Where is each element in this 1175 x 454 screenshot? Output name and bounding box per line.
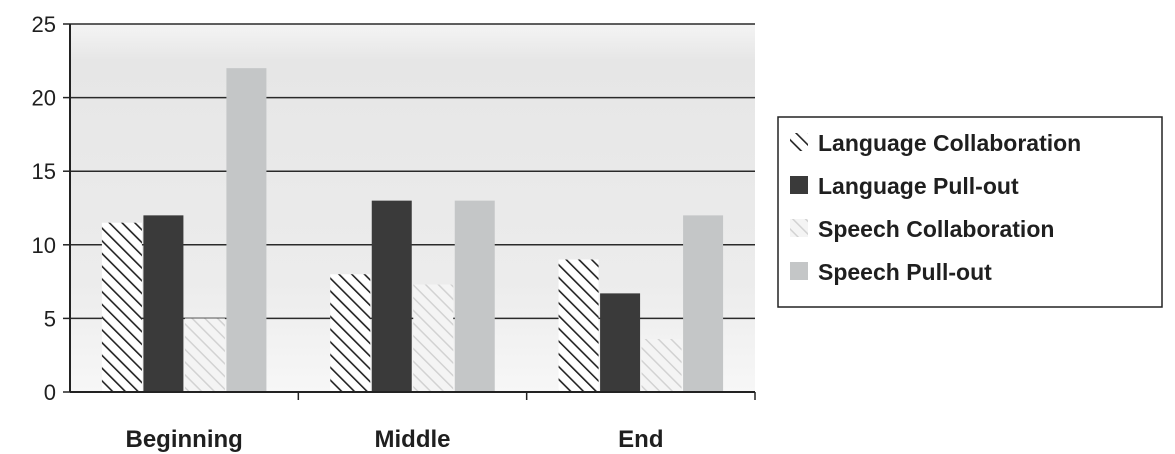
bar-speech-pull-out-beginning (226, 68, 267, 392)
legend-label: Language Pull-out (818, 173, 1019, 199)
bar-language-collaboration-middle (330, 274, 371, 392)
plot-background (70, 24, 755, 392)
bar-speech-collaboration-end (641, 339, 682, 392)
legend-swatch (790, 262, 808, 280)
bars (101, 68, 724, 392)
legend-label: Language Collaboration (818, 130, 1081, 156)
y-tick-label: 0 (44, 380, 56, 405)
y-tick-label: 20 (32, 86, 56, 111)
legend-label: Speech Pull-out (818, 259, 992, 285)
bar-language-collaboration-end (558, 259, 599, 392)
bar-speech-collaboration-middle (413, 284, 454, 392)
bar-language-pull-out-beginning (143, 215, 184, 392)
legend-swatch (790, 219, 808, 237)
y-tick-label: 15 (32, 159, 56, 184)
y-tick-label: 10 (32, 233, 56, 258)
legend: Language Collaboration Language Pull-out S… (777, 116, 1163, 308)
y-tick-label: 5 (44, 306, 56, 331)
bar-language-pull-out-middle (371, 200, 412, 392)
x-axis-labels: Beginning Middle End (126, 392, 756, 453)
y-tick-label: 25 (32, 12, 56, 37)
legend-swatch (790, 133, 808, 151)
x-tick-label: Middle (375, 426, 451, 453)
x-tick-label: Beginning (126, 426, 243, 453)
x-tick-label: End (618, 426, 663, 453)
bar-speech-collaboration-beginning (184, 318, 225, 392)
legend-box (777, 116, 1163, 308)
y-axis-ticks: 0 5 10 15 20 25 (32, 12, 70, 405)
bar-language-pull-out-end (600, 293, 641, 392)
bar-speech-pull-out-end (683, 215, 724, 392)
bar-language-collaboration-beginning (101, 222, 142, 392)
bar-speech-pull-out-middle (454, 200, 495, 392)
legend-label: Speech Collaboration (818, 216, 1054, 242)
gridlines (70, 23, 755, 320)
legend-swatch (790, 176, 808, 194)
